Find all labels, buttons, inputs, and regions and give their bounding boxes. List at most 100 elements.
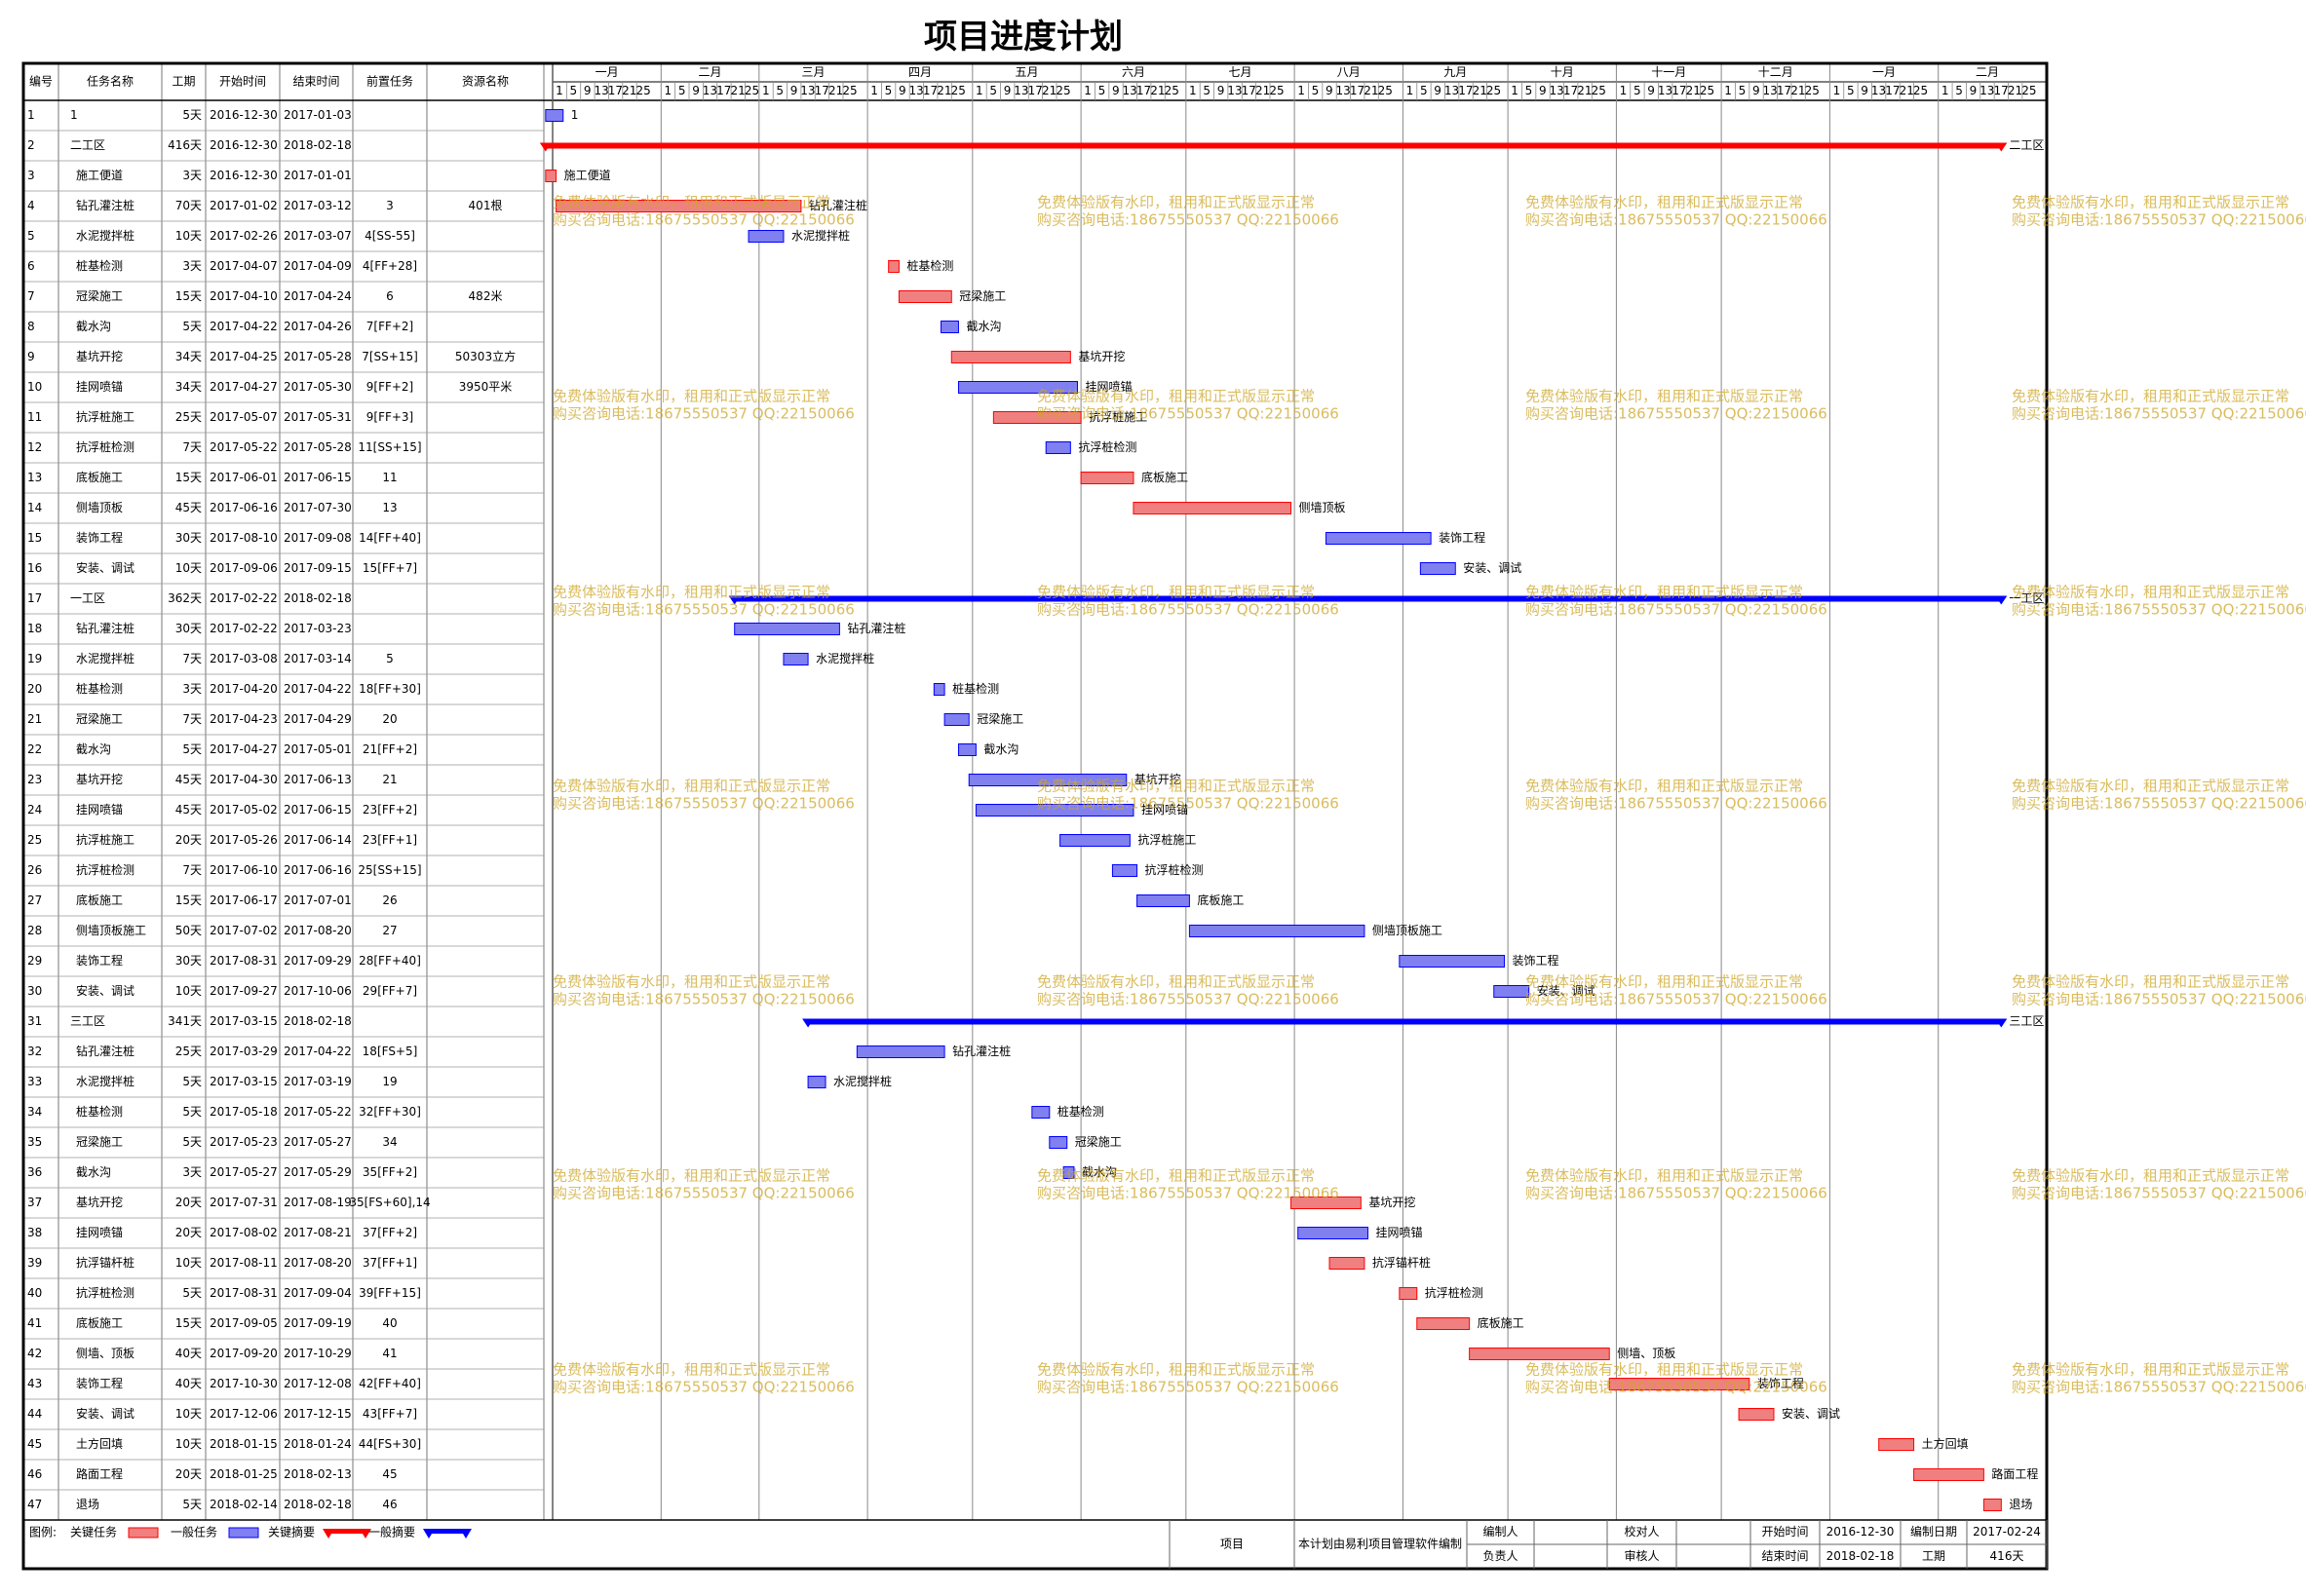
cell: 土方回填 — [76, 1436, 123, 1451]
cell: 1 — [27, 108, 35, 122]
bar-label: 抗浮桩施工 — [1137, 832, 1196, 847]
cell: 43[FF+7] — [363, 1407, 417, 1421]
month-label: 一月 — [1872, 65, 1896, 79]
cell: 安装、调试 — [76, 1406, 135, 1421]
legend-cap — [460, 1529, 472, 1539]
day-label: 1 — [1724, 84, 1732, 97]
cell: 2017-02-26 — [210, 229, 278, 243]
cell: 侧墙、顶板 — [76, 1347, 135, 1360]
day-label: 25 — [842, 84, 857, 97]
cell: 37[FF+2] — [363, 1226, 417, 1239]
cell: 7 — [27, 289, 35, 303]
watermark: 免费体验版有水印，租用和正式版显示正常 — [553, 194, 830, 211]
day-label: 17 — [1885, 84, 1900, 97]
footer-cell: 416天 — [1990, 1549, 2024, 1563]
cell: 9[FF+2] — [366, 380, 414, 394]
cell: 2017-04-27 — [210, 380, 278, 394]
task-bar — [950, 351, 1071, 363]
cell: 2017-09-27 — [210, 984, 278, 998]
summary-cap — [539, 142, 552, 152]
cell: 45天 — [175, 501, 202, 514]
cell: 20 — [27, 682, 42, 696]
cell: 2017-08-11 — [210, 1256, 278, 1270]
day-label: 25 — [1805, 84, 1820, 97]
day-label: 25 — [2021, 84, 2036, 97]
cell: 27 — [382, 924, 397, 937]
cell: 12 — [27, 440, 42, 454]
watermark: 免费体验版有水印，租用和正式版显示正常 — [553, 1361, 830, 1379]
month-label: 二月 — [1976, 65, 1999, 79]
cell: 2017-05-28 — [284, 350, 352, 363]
cell: 路面工程 — [76, 1466, 123, 1481]
bar-label: 截水沟 — [983, 742, 1018, 756]
watermark: 购买咨询电话:18675550537 QQ:22150066 — [1525, 405, 1827, 423]
cell: 10天 — [175, 984, 202, 998]
day-label: 13 — [1227, 84, 1242, 97]
day-label: 9 — [692, 84, 700, 97]
legend-item: 一般摘要 — [368, 1525, 415, 1539]
cell: 10天 — [175, 1437, 202, 1451]
cell: 1 — [70, 108, 78, 122]
cell: 7[SS+15] — [362, 350, 418, 363]
cell: 截水沟 — [76, 1165, 111, 1179]
cell: 341天 — [168, 1014, 202, 1028]
bar-label: 桩基检测 — [952, 681, 999, 696]
day-label: 25 — [1486, 84, 1501, 97]
cell: 2017-03-08 — [210, 652, 278, 665]
cell: 32[FF+30] — [359, 1105, 421, 1119]
cell: 2017-05-28 — [284, 440, 352, 454]
legend-item: 一般任务 — [171, 1525, 217, 1539]
footer-cell: 开始时间 — [1761, 1525, 1808, 1539]
cell: 45天 — [175, 803, 202, 817]
cell: 2017-05-29 — [284, 1165, 352, 1179]
watermark: 免费体验版有水印，租用和正式版显示正常 — [1037, 1167, 1315, 1185]
month-label: 六月 — [1122, 65, 1145, 79]
cell: 5天 — [182, 1075, 202, 1088]
cell: 2017-03-07 — [284, 229, 352, 243]
bar-label: 退场 — [2009, 1498, 2032, 1511]
bar-label: 桩基检测 — [1057, 1104, 1104, 1119]
day-label: 9 — [899, 84, 906, 97]
cell: 2017-05-26 — [210, 833, 278, 847]
cell: 10 — [27, 380, 42, 394]
task-bar — [968, 774, 1128, 786]
watermark: 购买咨询电话:18675550537 QQ:22150066 — [2012, 1379, 2306, 1396]
day-label: 5 — [1420, 84, 1428, 97]
cell: 2017-04-30 — [210, 773, 278, 786]
day-label: 9 — [1752, 84, 1760, 97]
cell: 2017-05-23 — [210, 1135, 278, 1149]
cell: 5天 — [182, 742, 202, 756]
cell: 4 — [27, 199, 35, 212]
bar-label: 抗浮桩施工 — [1089, 409, 1147, 424]
cell: 25天 — [175, 1045, 202, 1058]
summary-bar — [545, 142, 2002, 149]
bar-label: 三工区 — [2009, 1014, 2044, 1028]
watermark: 免费体验版有水印，租用和正式版显示正常 — [1037, 388, 1315, 405]
footer-cell: 2016-12-30 — [1826, 1525, 1895, 1539]
cell: 2017-04-07 — [210, 259, 278, 273]
cell: 31 — [27, 1014, 42, 1028]
day-label: 21 — [1473, 84, 1487, 97]
cell: 6 — [27, 259, 35, 273]
footer-cell: 工期 — [1922, 1549, 1945, 1563]
cell: 5天 — [182, 1105, 202, 1119]
watermark: 免费体验版有水印，租用和正式版显示正常 — [2012, 778, 2289, 795]
cell: 2017-04-22 — [210, 320, 278, 333]
cell: 42[FF+40] — [359, 1377, 421, 1390]
day-label: 5 — [1312, 84, 1320, 97]
day-label: 1 — [1297, 84, 1305, 97]
cell: 15天 — [175, 471, 202, 484]
watermark: 购买咨询电话:18675550537 QQ:22150066 — [1037, 601, 1339, 619]
cell: 二工区 — [70, 138, 105, 152]
task-bar — [1062, 1166, 1075, 1179]
task-bar — [1608, 1378, 1750, 1390]
cell: 34天 — [175, 350, 202, 363]
cell: 18[FF+30] — [359, 682, 421, 696]
task-bar — [1738, 1408, 1775, 1421]
cell: 抗浮桩检测 — [76, 439, 135, 454]
cell: 25[SS+15] — [358, 863, 421, 877]
watermark: 购买咨询电话:18675550537 QQ:22150066 — [553, 405, 855, 423]
cell: 29[FF+7] — [363, 984, 417, 998]
cell: 40天 — [175, 1347, 202, 1360]
cell: 2017-12-06 — [210, 1407, 278, 1421]
